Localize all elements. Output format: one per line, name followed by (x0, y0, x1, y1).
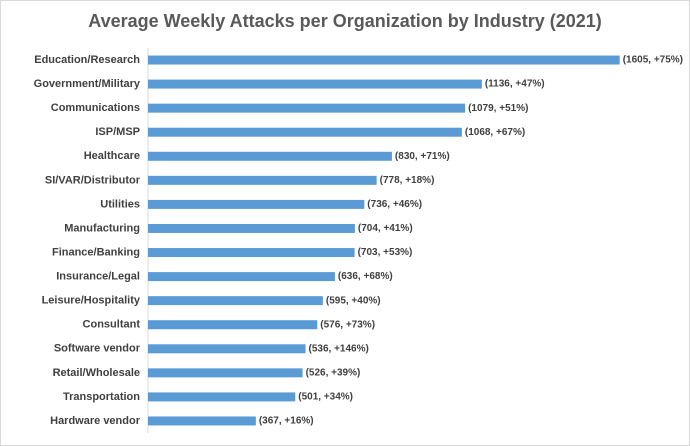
y-tick-label: Government/Military (34, 78, 141, 90)
data-label: (536, +146%) (309, 343, 369, 354)
y-tick-label: Utilities (100, 198, 140, 210)
data-label: (526, +39%) (306, 367, 361, 378)
y-tick-label: Retail/Wholesale (53, 367, 140, 379)
bar (148, 127, 462, 137)
data-label: (704, +41%) (358, 223, 413, 234)
y-tick-label: Education/Research (34, 54, 140, 66)
chart-title: Average Weekly Attacks per Organization … (88, 11, 602, 31)
bar (148, 344, 306, 354)
bar (148, 392, 296, 402)
bar (148, 416, 256, 426)
y-tick-label: Communications (51, 102, 140, 114)
y-tick-label: Healthcare (84, 150, 140, 162)
bar (148, 296, 323, 306)
bar (148, 368, 303, 378)
bar (148, 320, 318, 330)
bar (148, 79, 482, 89)
y-tick-label: SI/VAR/Distributor (45, 174, 141, 186)
y-tick-label: Consultant (83, 319, 141, 331)
y-tick-label: ISP/MSP (95, 126, 140, 138)
y-tick-label: Leisure/Hospitality (42, 295, 141, 307)
data-label: (1068, +67%) (465, 127, 525, 138)
bar (148, 103, 466, 113)
data-label: (830, +71%) (395, 151, 450, 162)
y-tick-label: Software vendor (54, 343, 141, 355)
data-label: (595, +40%) (326, 295, 381, 306)
data-label: (367, +16%) (259, 416, 314, 427)
data-label: (636, +68%) (338, 271, 393, 282)
bar (148, 223, 355, 233)
data-label: (778, +18%) (380, 175, 435, 186)
bar (148, 199, 365, 209)
data-label: (1605, +75%) (623, 55, 683, 66)
bar (148, 272, 335, 282)
bar (148, 55, 620, 65)
y-tick-label: Insurance/Legal (56, 271, 140, 283)
data-label: (576, +73%) (320, 319, 375, 330)
y-tick-label: Transportation (63, 391, 140, 403)
bar (148, 175, 377, 185)
data-label: (703, +53%) (358, 247, 413, 258)
y-tick-label: Finance/Banking (52, 246, 140, 258)
data-label: (1079, +51%) (468, 103, 528, 114)
y-tick-label: Hardware vendor (50, 415, 141, 427)
bar (148, 151, 392, 161)
data-label: (736, +46%) (367, 199, 422, 210)
data-label: (501, +34%) (298, 392, 353, 403)
data-label: (1136, +47%) (485, 79, 545, 90)
bar (148, 248, 355, 258)
y-tick-label: Manufacturing (64, 222, 140, 234)
